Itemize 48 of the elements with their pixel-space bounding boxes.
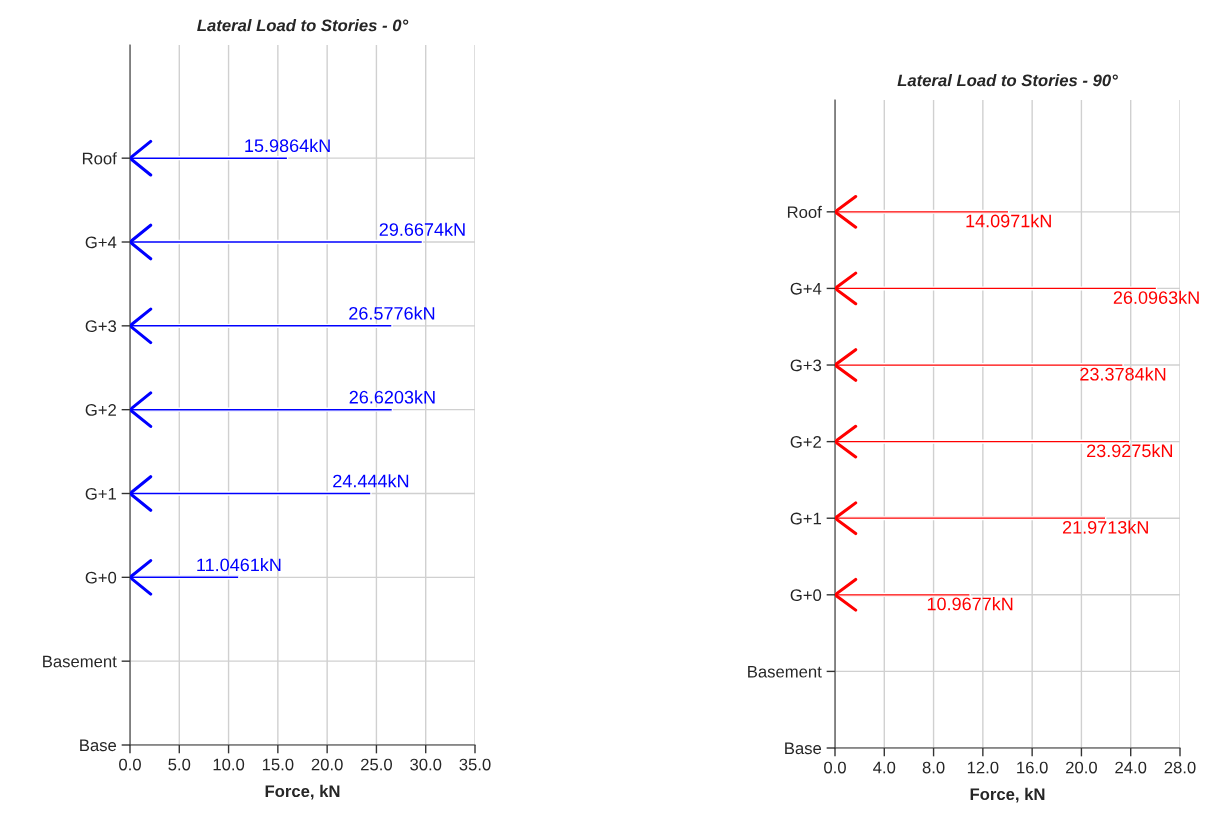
y-tick-label: Basement xyxy=(43,655,117,668)
data-label: 26.6203kN xyxy=(349,390,435,404)
data-label: 26.5776kN xyxy=(349,306,435,320)
data-label: 29.6674kN xyxy=(379,222,465,236)
y-tick-label: G+0 xyxy=(85,571,117,584)
data-label: 24.444kN xyxy=(333,474,409,488)
y-tick-label: G+2 xyxy=(790,436,821,448)
y-tick-label: Base xyxy=(80,739,117,752)
data-label: 15.9864kN xyxy=(245,138,330,153)
x-tick-label: 30.0 xyxy=(410,758,442,771)
data-label: 23.9275kN xyxy=(1087,443,1173,458)
y-tick-label: Basement xyxy=(748,665,822,678)
y-tick-label: G+1 xyxy=(790,512,821,525)
x-tick-label: 4.0 xyxy=(873,761,896,774)
y-tick-label: G+3 xyxy=(790,359,822,372)
chart-title: Lateral Load to Stories - 0° xyxy=(197,19,409,32)
x-tick-label: 12.0 xyxy=(967,761,999,774)
x-tick-label: 24.0 xyxy=(1115,761,1147,774)
data-label: 14.0971kN xyxy=(966,214,1051,228)
y-tick-label: G+4 xyxy=(790,282,822,295)
x-axis-title: Force, kN xyxy=(970,787,1045,803)
y-tick-label: Roof xyxy=(787,205,822,219)
data-label: 10.9677kN xyxy=(927,597,1013,611)
y-tick-label: G+1 xyxy=(85,487,116,500)
data-label: 23.3784kN xyxy=(1080,367,1166,381)
chart-title: Lateral Load to Stories - 90° xyxy=(897,74,1118,87)
x-tick-label: 0.0 xyxy=(119,758,141,771)
data-label: 26.0963kN xyxy=(1113,290,1199,304)
y-tick-label: G+0 xyxy=(790,589,822,602)
x-tick-label: 15.0 xyxy=(262,758,294,771)
x-tick-label: 28.0 xyxy=(1164,761,1196,774)
x-tick-label: 0.0 xyxy=(824,761,846,774)
y-tick-label: G+3 xyxy=(85,320,117,333)
y-tick-label: G+2 xyxy=(85,404,116,416)
x-tick-label: 25.0 xyxy=(361,758,392,771)
y-tick-label: Base xyxy=(785,742,822,755)
x-tick-label: 35.0 xyxy=(459,758,491,771)
x-tick-label: 16.0 xyxy=(1017,761,1048,774)
y-tick-label: G+4 xyxy=(85,236,117,249)
x-tick-label: 10.0 xyxy=(213,758,245,771)
y-tick-label: Roof xyxy=(82,152,117,165)
data-label: 21.9713kN xyxy=(1062,520,1148,534)
x-axis-title: Force, kN xyxy=(265,784,340,800)
data-label: 11.0461kN xyxy=(197,557,281,572)
x-tick-label: 20.0 xyxy=(311,758,343,771)
x-tick-label: 5.0 xyxy=(168,758,191,771)
x-tick-label: 8.0 xyxy=(922,761,945,774)
x-tick-label: 20.0 xyxy=(1066,761,1097,774)
